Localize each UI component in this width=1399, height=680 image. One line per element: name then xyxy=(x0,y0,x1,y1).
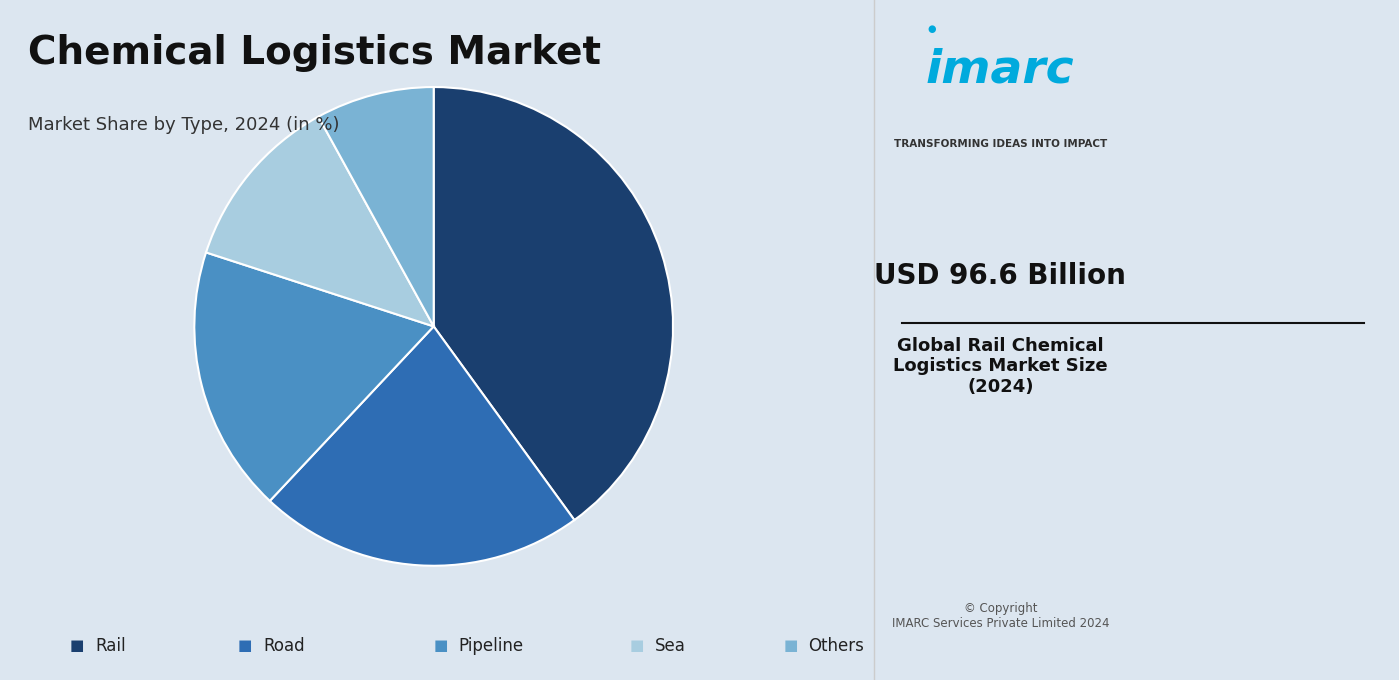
Text: Rail: Rail xyxy=(95,637,126,655)
Text: Market Share by Type, 2024 (in %): Market Share by Type, 2024 (in %) xyxy=(28,116,340,133)
Text: Others: Others xyxy=(809,637,865,655)
Text: Pipeline: Pipeline xyxy=(459,637,525,655)
Text: ■: ■ xyxy=(630,639,644,653)
Text: ■: ■ xyxy=(238,639,252,653)
Text: © Copyright
IMARC Services Private Limited 2024: © Copyright IMARC Services Private Limit… xyxy=(891,602,1109,630)
Text: Chemical Logistics Market: Chemical Logistics Market xyxy=(28,34,602,72)
Text: Road: Road xyxy=(263,637,305,655)
Wedge shape xyxy=(206,117,434,326)
Wedge shape xyxy=(319,87,434,326)
Text: USD 96.6 Billion: USD 96.6 Billion xyxy=(874,262,1126,290)
Text: imarc: imarc xyxy=(926,48,1074,92)
Text: ■: ■ xyxy=(783,639,797,653)
Wedge shape xyxy=(270,326,575,566)
Text: ●: ● xyxy=(928,24,936,34)
Text: ■: ■ xyxy=(70,639,84,653)
Text: Global Rail Chemical
Logistics Market Size
(2024): Global Rail Chemical Logistics Market Si… xyxy=(893,337,1108,396)
Text: TRANSFORMING IDEAS INTO IMPACT: TRANSFORMING IDEAS INTO IMPACT xyxy=(894,139,1107,150)
Text: Sea: Sea xyxy=(655,637,686,655)
Wedge shape xyxy=(194,252,434,501)
Wedge shape xyxy=(434,87,673,520)
Text: ■: ■ xyxy=(434,639,448,653)
